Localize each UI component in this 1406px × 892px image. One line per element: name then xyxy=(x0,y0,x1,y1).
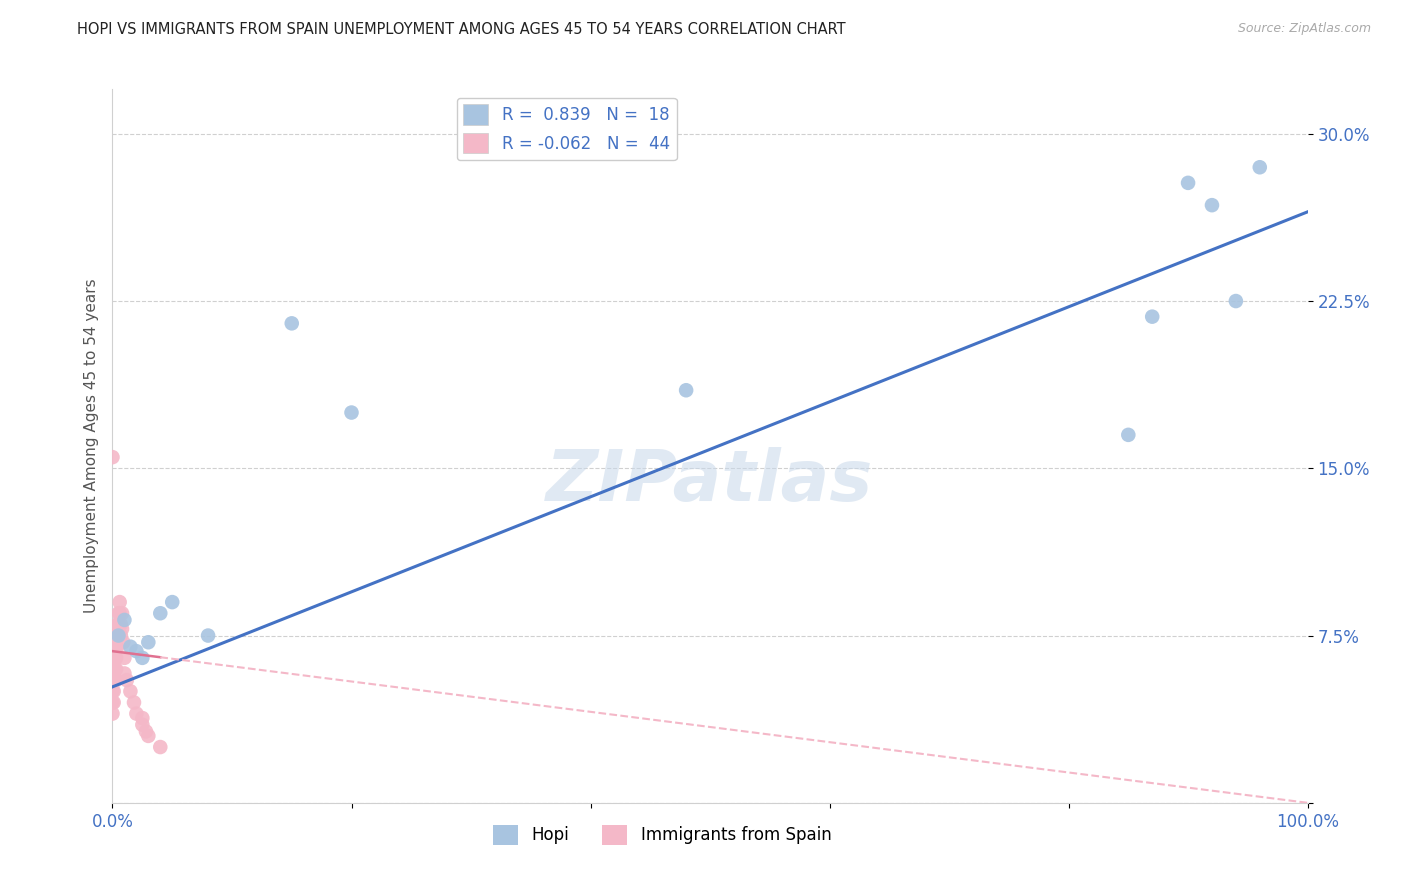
Text: Source: ZipAtlas.com: Source: ZipAtlas.com xyxy=(1237,22,1371,36)
Point xyxy=(114,651,135,665)
Point xyxy=(340,405,363,419)
Point xyxy=(675,384,697,398)
Point xyxy=(1142,310,1164,324)
Point xyxy=(107,628,129,642)
Point xyxy=(120,640,142,654)
Point xyxy=(122,696,145,710)
Point xyxy=(135,724,157,739)
Point xyxy=(101,706,124,721)
Point xyxy=(114,613,135,627)
Point xyxy=(138,729,160,743)
Point xyxy=(125,706,148,721)
Point xyxy=(105,651,128,665)
Point xyxy=(120,684,142,698)
Point xyxy=(105,628,128,642)
Point xyxy=(281,316,304,330)
Point xyxy=(110,628,132,642)
Point xyxy=(149,740,172,755)
Point xyxy=(107,628,129,642)
Point xyxy=(125,644,148,658)
Point xyxy=(115,673,138,687)
Point xyxy=(108,607,131,621)
Point xyxy=(103,651,125,665)
Point xyxy=(105,662,128,676)
Point xyxy=(131,717,153,731)
Point xyxy=(107,607,129,621)
Legend: Hopi, Immigrants from Spain: Hopi, Immigrants from Spain xyxy=(486,818,838,852)
Point xyxy=(105,640,128,654)
Point xyxy=(107,617,129,632)
Point xyxy=(131,651,153,665)
Point xyxy=(103,696,125,710)
Point xyxy=(104,662,127,676)
Point xyxy=(101,696,124,710)
Point xyxy=(149,607,172,621)
Point xyxy=(105,617,128,632)
Point xyxy=(162,595,183,609)
Point xyxy=(138,635,160,649)
Point xyxy=(1249,161,1271,175)
Point xyxy=(103,673,125,687)
Point xyxy=(114,666,135,681)
Point xyxy=(101,684,124,698)
Point xyxy=(104,640,127,654)
Y-axis label: Unemployment Among Ages 45 to 54 years: Unemployment Among Ages 45 to 54 years xyxy=(83,278,98,614)
Point xyxy=(1118,427,1140,442)
Point xyxy=(111,622,134,636)
Point xyxy=(101,662,124,676)
Point xyxy=(103,684,125,698)
Point xyxy=(105,673,128,687)
Point xyxy=(103,662,125,676)
Point xyxy=(101,450,124,464)
Point xyxy=(197,628,219,642)
Point xyxy=(110,617,132,632)
Point xyxy=(105,628,128,642)
Point xyxy=(1177,176,1199,190)
Point xyxy=(1201,198,1223,212)
Point xyxy=(105,640,128,654)
Point xyxy=(131,711,153,725)
Text: ZIPatlas: ZIPatlas xyxy=(547,447,873,516)
Point xyxy=(108,595,131,609)
Point xyxy=(1225,293,1247,308)
Point xyxy=(111,607,134,621)
Point xyxy=(104,651,127,665)
Point xyxy=(112,635,135,649)
Text: HOPI VS IMMIGRANTS FROM SPAIN UNEMPLOYMENT AMONG AGES 45 TO 54 YEARS CORRELATION: HOPI VS IMMIGRANTS FROM SPAIN UNEMPLOYME… xyxy=(77,22,846,37)
Point xyxy=(101,673,124,687)
Point xyxy=(104,673,127,687)
